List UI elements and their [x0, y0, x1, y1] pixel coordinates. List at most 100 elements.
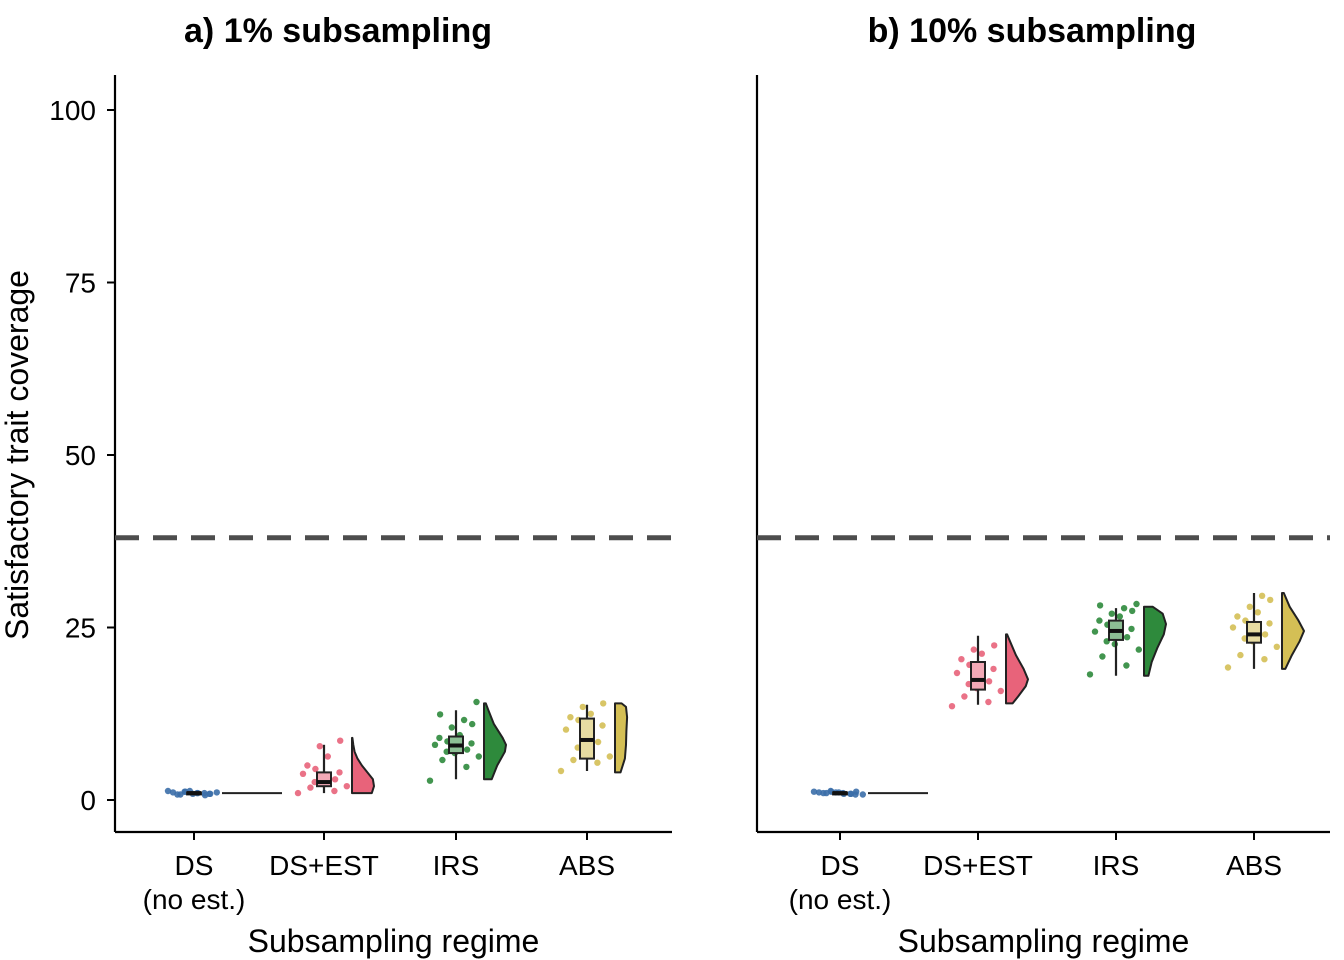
data-point: [1086, 671, 1094, 678]
series-3: [1224, 592, 1305, 671]
data-point: [207, 790, 214, 797]
data-point: [1096, 602, 1104, 609]
data-point: [958, 656, 965, 663]
x-tick-label: DS: [175, 850, 214, 881]
series-0: [164, 787, 282, 799]
data-point: [599, 722, 606, 729]
data-point: [312, 765, 319, 773]
data-point: [587, 710, 594, 717]
data-point: [594, 738, 602, 746]
data-point: [164, 787, 172, 795]
y-tick-label: 25: [65, 613, 96, 644]
data-point: [1096, 617, 1103, 624]
data-point: [1128, 625, 1135, 633]
violin: [1143, 605, 1167, 677]
data-point: [299, 770, 307, 777]
data-point: [970, 646, 977, 653]
data-point: [853, 788, 860, 795]
y-tick-label: 50: [65, 440, 96, 471]
data-point: [436, 711, 444, 718]
series-2: [426, 698, 507, 784]
data-point: [948, 703, 956, 710]
data-point: [1091, 628, 1099, 635]
x-tick-label: ABS: [1226, 850, 1282, 881]
x-tick-label: DS+EST: [269, 850, 379, 881]
data-point: [985, 678, 993, 685]
panel-a: a) 1% subsampling 0 25 50 75 100 Subsampling r…: [49, 12, 672, 959]
data-point: [1246, 603, 1254, 610]
box: [316, 771, 332, 788]
data-point: [294, 789, 302, 797]
data-point: [436, 734, 443, 742]
x-tick-label: DS: [821, 850, 860, 881]
violin: [483, 702, 507, 781]
data-point: [174, 791, 181, 798]
data-point: [1133, 600, 1140, 608]
data-point: [953, 669, 961, 677]
data-point: [448, 724, 455, 731]
x-axis-title: Subsampling regime: [898, 923, 1190, 959]
data-point: [594, 759, 601, 766]
data-point: [468, 740, 475, 747]
data-point: [1129, 607, 1136, 615]
data-point: [961, 693, 968, 700]
panel-title: b) 10% subsampling: [868, 12, 1197, 50]
data-point: [859, 791, 866, 798]
data-point: [1123, 662, 1130, 669]
data-point: [1273, 643, 1281, 650]
data-point: [1116, 613, 1124, 620]
box: [1246, 620, 1262, 644]
data-point: [475, 753, 482, 760]
x-tick-label: IRS: [1093, 850, 1140, 881]
data-point: [439, 756, 446, 764]
data-point: [1135, 646, 1143, 653]
data-point: [1258, 592, 1266, 599]
data-point: [1123, 634, 1131, 641]
data-point: [557, 767, 565, 775]
data-point: [463, 746, 471, 753]
data-point: [810, 788, 818, 795]
panel-b: b) 10% subsampling Subsampling regime DS(n…: [755, 12, 1330, 959]
violin: [1005, 633, 1029, 705]
data-point: [304, 762, 311, 769]
violin: [1281, 592, 1305, 670]
y-axis-title: Satisfactory trait coverage: [0, 270, 35, 640]
data-point: [1224, 664, 1232, 671]
data-point: [331, 787, 338, 795]
data-point: [469, 720, 476, 728]
data-point: [1120, 605, 1128, 612]
data-point: [1266, 620, 1273, 627]
data-point: [820, 789, 827, 797]
x-tick-label: ABS: [559, 850, 615, 881]
data-point: [606, 753, 613, 760]
series-1: [948, 633, 1029, 710]
data-point: [213, 789, 220, 796]
data-point: [426, 777, 434, 784]
data-point: [1267, 596, 1274, 604]
x-tick-label: DS+EST: [923, 850, 1033, 881]
data-point: [1261, 656, 1268, 663]
data-point: [473, 698, 480, 706]
series-1: [294, 736, 375, 797]
data-point: [316, 743, 323, 750]
data-point: [991, 642, 998, 649]
data-point: [1237, 651, 1244, 659]
data-point: [1261, 631, 1269, 638]
data-point: [567, 714, 574, 721]
data-point: [463, 763, 470, 771]
x-tick-sublabel: (no est.): [789, 884, 892, 915]
panel-title: a) 1% subsampling: [184, 12, 492, 50]
data-point: [985, 698, 992, 706]
series-2: [1086, 600, 1167, 678]
data-point: [331, 776, 339, 783]
violin: [614, 702, 629, 774]
data-point: [997, 687, 1004, 695]
data-point: [562, 726, 570, 733]
y-tick-label: 0: [80, 785, 96, 816]
data-point: [343, 783, 350, 790]
x-tick-sublabel: (no est.): [143, 884, 246, 915]
x-axis-title: Subsampling regime: [248, 923, 540, 959]
data-point: [1099, 653, 1106, 660]
y-tick-label: 75: [65, 268, 96, 299]
